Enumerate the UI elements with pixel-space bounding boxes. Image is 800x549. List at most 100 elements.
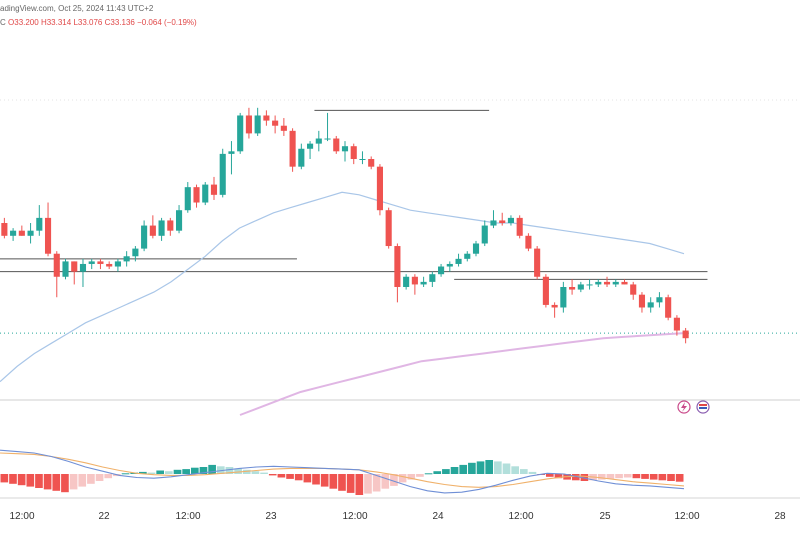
candle: [114, 258, 121, 272]
candle: [79, 258, 87, 287]
candle: [333, 135, 340, 154]
candle-body: [263, 115, 270, 121]
macd-hist-bar: [104, 474, 113, 479]
candle-body: [307, 143, 314, 149]
candle-body: [481, 225, 488, 244]
candle: [175, 205, 183, 234]
candle: [411, 274, 418, 295]
candle: [167, 217, 174, 236]
candle: [603, 276, 611, 287]
x-tick-label: 12:00: [9, 511, 34, 522]
candle: [656, 292, 663, 308]
candle: [542, 274, 549, 308]
macd-hist-bar: [242, 469, 251, 474]
candle: [647, 297, 654, 313]
macd-hist-bar: [320, 474, 329, 487]
candle: [586, 279, 593, 290]
candle: [376, 164, 383, 216]
macd-panel: [0, 449, 685, 495]
macd-hist-bar: [554, 474, 563, 479]
macd-hist-bar: [641, 474, 649, 479]
candle-body: [62, 261, 69, 277]
macd-hist-bar: [87, 474, 95, 484]
candle: [97, 258, 104, 270]
candle: [516, 215, 523, 239]
candle-body: [394, 246, 401, 287]
candle-body: [193, 187, 200, 203]
candle-body: [516, 217, 523, 236]
candle: [534, 246, 541, 280]
candle-body: [149, 225, 156, 236]
candle-body: [18, 230, 25, 236]
macd-hist-bar: [190, 467, 199, 474]
x-tick-label: 12:00: [342, 511, 367, 522]
macd-hist-bar: [294, 474, 303, 481]
candle: [18, 225, 25, 236]
candle-body: [254, 115, 261, 134]
candle: [1, 217, 8, 239]
macd-hist-bar: [52, 474, 61, 491]
candle-body: [673, 317, 680, 331]
macd-hist-bar: [208, 464, 216, 474]
candle: [307, 141, 314, 159]
ohlc-close: C33.136: [104, 18, 135, 27]
candle-body: [71, 261, 78, 272]
macd-hist-bar: [286, 474, 294, 479]
candle-body: [490, 220, 497, 226]
x-tick-label: 22: [98, 511, 110, 522]
candle-body: [167, 220, 174, 231]
ohlc-change: −0.064 (−0.19%): [137, 18, 197, 27]
candle-body: [333, 138, 340, 152]
ma-slow-line: [239, 332, 685, 416]
macd-hist-bar: [667, 474, 675, 481]
moving-averages: [0, 191, 685, 416]
candle-body: [315, 138, 322, 144]
macd-hist-bar: [450, 467, 459, 474]
candle-body: [272, 120, 279, 126]
macd-hist-bar: [545, 474, 554, 477]
candle-body: [53, 253, 60, 277]
macd-hist-bar: [338, 474, 346, 491]
macd-hist-bar: [459, 464, 468, 474]
macd-hist-bar: [597, 474, 606, 480]
macd-hist-bar: [494, 461, 502, 474]
macd-hist-bar: [251, 471, 260, 474]
macd-hist-bar: [139, 471, 147, 474]
macd-hist-bar: [528, 471, 537, 474]
candle-body: [682, 330, 689, 339]
macd-hist-bar: [442, 469, 450, 474]
candle-body: [499, 220, 506, 223]
candle-body: [438, 266, 445, 275]
source-text: adingView.com, Oct 25, 2024 11:43 UTC+2: [0, 4, 154, 13]
macd-hist-bar: [43, 474, 52, 490]
candle: [621, 279, 628, 285]
candle: [132, 246, 139, 262]
event-icons: [677, 400, 710, 414]
candle-body: [324, 138, 331, 140]
candle-body: [27, 230, 34, 236]
candle: [263, 110, 270, 126]
candle-body: [341, 146, 349, 152]
macd-hist-bar: [407, 474, 416, 480]
macd-hist-bar: [95, 474, 104, 481]
macd-hist-bar: [632, 474, 641, 479]
chart-header: adingView.com, Oct 25, 2024 11:43 UTC+2 …: [0, 4, 800, 32]
candle-body: [403, 276, 410, 287]
candle: [289, 128, 296, 172]
candle-body: [106, 263, 113, 267]
candle: [446, 261, 453, 272]
candle-body: [219, 153, 226, 195]
candle: [630, 281, 637, 300]
candle-body: [228, 151, 235, 154]
candle: [315, 130, 322, 152]
candle: [237, 112, 244, 154]
macd-hist-bar: [182, 469, 190, 474]
ohlc-open: O33.200: [8, 18, 39, 27]
candle: [455, 253, 462, 267]
macd-hist-bar: [571, 474, 580, 481]
macd-hist-bar: [502, 463, 511, 474]
candle: [682, 327, 689, 344]
candle: [403, 274, 410, 290]
candle-body: [79, 263, 87, 272]
